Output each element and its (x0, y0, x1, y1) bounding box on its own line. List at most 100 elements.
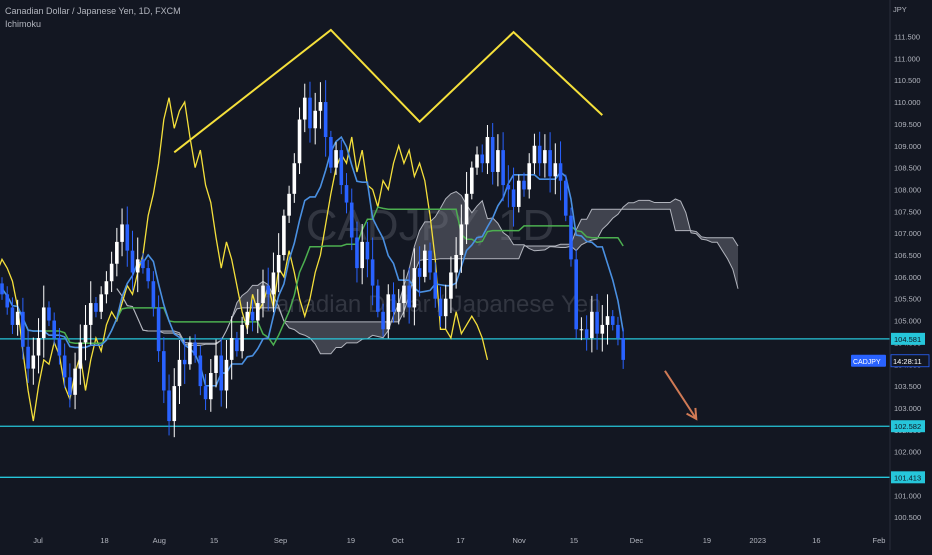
time-tick-label: 19 (347, 536, 355, 545)
candle-body (292, 163, 297, 194)
candle-body (365, 241, 370, 260)
time-tick-label: Oct (392, 536, 405, 545)
candle-body (151, 281, 156, 308)
candle (313, 92, 317, 145)
candle-body (261, 285, 265, 304)
ichimoku-lines (0, 97, 624, 422)
candle (162, 337, 166, 404)
candle (423, 244, 427, 283)
candle (130, 230, 135, 291)
candle (109, 251, 114, 293)
level-label-text: 101.413 (894, 473, 921, 482)
candle (41, 285, 46, 358)
indicator-name[interactable]: Ichimoku (5, 19, 42, 29)
candles (0, 80, 625, 438)
candle-body (616, 324, 620, 339)
candle (376, 279, 380, 318)
candle (146, 260, 150, 289)
candle-body (68, 377, 72, 395)
price-tick-label: 109.000 (894, 142, 921, 151)
candle (349, 188, 354, 251)
candle (537, 131, 542, 176)
candle-body (532, 145, 537, 164)
candle (292, 153, 297, 203)
price-axis[interactable]: 100.500101.000101.500102.000102.500103.0… (894, 33, 921, 523)
chart-header: Canadian Dollar / Japanese Yen, 1D, FXCM… (5, 5, 181, 31)
candle (370, 237, 375, 306)
candle-body (41, 307, 46, 339)
candle (214, 339, 218, 388)
candle-body (527, 163, 532, 190)
candle-body (57, 338, 62, 356)
time-tick-label: Jul (33, 536, 43, 545)
candle-body (443, 298, 448, 317)
arrow-shaft (664, 370, 698, 420)
candle (569, 207, 573, 267)
candle-body (558, 163, 563, 181)
candle-body (209, 372, 213, 400)
candle-body (329, 137, 333, 168)
price-tick-label: 108.000 (894, 185, 921, 194)
candle-body (104, 281, 109, 295)
time-tick-label: Aug (153, 536, 166, 545)
candle-body (584, 329, 589, 339)
candle (443, 284, 448, 329)
candle (563, 174, 568, 222)
price-axis-unit: JPY (893, 5, 907, 14)
candle-body (522, 180, 526, 190)
candle-body (10, 307, 15, 325)
candle (339, 140, 344, 195)
candle-body (135, 259, 140, 273)
candle (188, 336, 192, 370)
candle-body (146, 268, 150, 282)
candle-body (407, 285, 411, 308)
candle (511, 167, 516, 227)
candle-body (543, 150, 547, 164)
level-label-bg (891, 420, 925, 433)
candle (579, 317, 584, 341)
candle (610, 310, 615, 331)
time-tick-label: 19 (703, 536, 711, 545)
candle (516, 174, 521, 213)
candle-body (349, 202, 354, 238)
candle (297, 107, 302, 175)
candle (344, 173, 349, 214)
candle-body (21, 311, 25, 347)
chart-title: Canadian Dollar / Japanese Yen, 1D, FXCM (5, 6, 181, 16)
candle-body (334, 150, 338, 168)
candle (240, 316, 244, 359)
candle-body (78, 342, 83, 369)
candle (88, 281, 93, 345)
time-tick-label: Nov (512, 536, 526, 545)
candle (73, 352, 77, 410)
price-tick-label: 103.500 (894, 382, 921, 391)
candle-body (276, 255, 281, 273)
candle (57, 327, 62, 365)
candle (235, 331, 239, 357)
countdown-text: 14:28:11 (893, 357, 922, 366)
time-tick-label: 15 (210, 536, 218, 545)
candle (438, 286, 443, 327)
candle-body (62, 355, 67, 378)
chikou-span-line (0, 97, 489, 422)
candle-body (355, 237, 359, 269)
candle (5, 286, 10, 315)
price-tick-label: 110.500 (894, 76, 921, 85)
candle-body (5, 294, 10, 308)
candle (480, 144, 485, 173)
symbol-tag-bg (851, 354, 886, 367)
candle-body (214, 355, 218, 373)
candle-body (511, 189, 516, 207)
price-tick-label: 103.000 (894, 404, 921, 413)
candle (334, 142, 338, 175)
candle (584, 315, 589, 351)
time-axis[interactable]: Jul 18 Aug 15 Sep 19 Oct 17 Nov 15 Dec 19 2023 16 Feb (33, 536, 885, 545)
candle-body (271, 272, 276, 295)
candle (177, 339, 182, 404)
candle-body (177, 359, 182, 387)
candle (522, 172, 526, 197)
candle (261, 269, 265, 318)
candle (193, 334, 197, 363)
candle-body (203, 386, 208, 400)
